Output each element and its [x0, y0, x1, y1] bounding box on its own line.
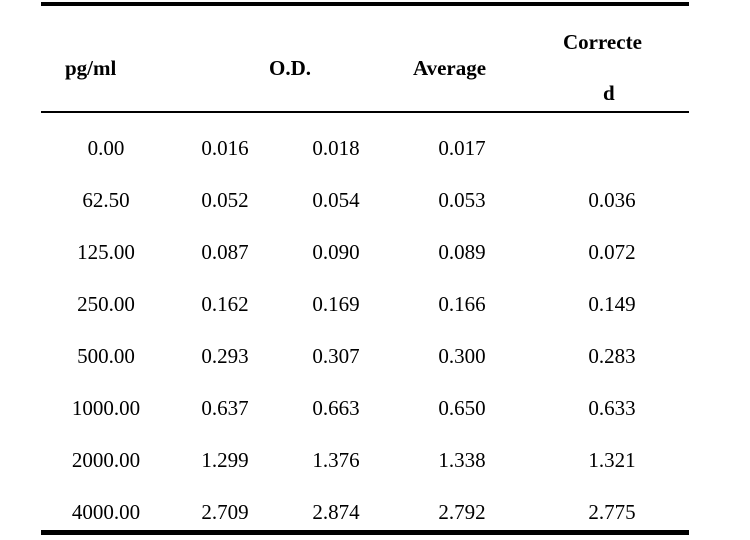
cell-conc: 2000.00: [71, 448, 141, 472]
cell-average: 0.053: [438, 188, 486, 212]
table-header-rule: [41, 111, 689, 113]
cell-od1: 0.162: [201, 292, 249, 316]
header-od: O.D.: [269, 56, 311, 80]
cell-conc: 62.50: [82, 188, 130, 212]
od-data-table: pg/ml O.D. Average Correcte d 0.00 0.016 0…: [41, 0, 689, 540]
cell-corrected: 0.633: [588, 396, 636, 420]
cell-conc: 4000.00: [71, 500, 141, 524]
table-bottom-rule: [41, 530, 689, 535]
table-top-rule: [41, 2, 689, 6]
cell-od2: 1.376: [312, 448, 360, 472]
cell-od1: 0.087: [201, 240, 249, 264]
cell-od1: 0.016: [201, 136, 249, 160]
cell-corrected: 0.036: [588, 188, 636, 212]
cell-od2: 0.307: [312, 344, 360, 368]
cell-od2: 0.169: [312, 292, 360, 316]
cell-od1: 0.293: [201, 344, 249, 368]
cell-corrected: 1.321: [588, 448, 636, 472]
cell-od2: 0.090: [312, 240, 360, 264]
cell-conc: 1000.00: [71, 396, 141, 420]
cell-od2: 0.018: [312, 136, 360, 160]
cell-average: 0.300: [438, 344, 486, 368]
cell-corrected: 2.775: [588, 500, 636, 524]
cell-od2: 2.874: [312, 500, 360, 524]
cell-od2: 0.054: [312, 188, 360, 212]
cell-od1: 0.637: [201, 396, 249, 420]
cell-conc: 500.00: [77, 344, 135, 368]
cell-average: 2.792: [438, 500, 486, 524]
cell-average: 0.017: [438, 136, 486, 160]
cell-od1: 0.052: [201, 188, 249, 212]
cell-od1: 1.299: [201, 448, 249, 472]
cell-corrected: 0.283: [588, 344, 636, 368]
header-corrected-line1: Correcte: [563, 30, 642, 54]
cell-corrected: 0.149: [588, 292, 636, 316]
cell-average: 1.338: [438, 448, 486, 472]
cell-od1: 2.709: [201, 500, 249, 524]
cell-corrected: 0.072: [588, 240, 636, 264]
header-average: Average: [413, 56, 487, 80]
cell-average: 0.650: [438, 396, 486, 420]
header-concentration: pg/ml: [65, 56, 117, 80]
cell-conc: 125.00: [77, 240, 135, 264]
cell-od2: 0.663: [312, 396, 360, 420]
cell-conc: 250.00: [77, 292, 135, 316]
header-corrected-line2: d: [603, 81, 615, 105]
cell-average: 0.089: [438, 240, 486, 264]
cell-average: 0.166: [438, 292, 486, 316]
cell-conc: 0.00: [87, 136, 125, 160]
